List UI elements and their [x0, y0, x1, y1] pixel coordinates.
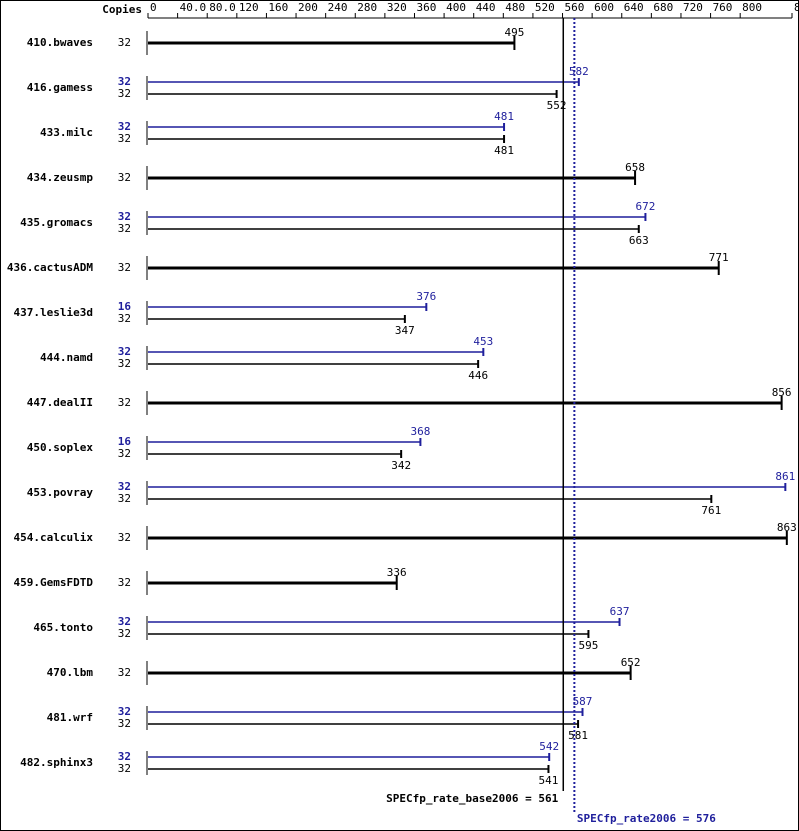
- copies-label: 32: [118, 171, 131, 184]
- value-label: 581: [568, 729, 588, 742]
- value-label: 771: [709, 251, 729, 264]
- copies-label: 32: [118, 615, 131, 628]
- category-label: 410.bwaves: [27, 36, 93, 49]
- category-label: 434.zeusmp: [27, 171, 94, 184]
- x-tick-label: 720: [683, 1, 703, 14]
- category-label: 450.soplex: [27, 441, 94, 454]
- value-label: 336: [387, 566, 407, 579]
- value-label: 637: [610, 605, 630, 618]
- x-tick-label: 440: [476, 1, 496, 14]
- value-label: 541: [539, 774, 559, 787]
- category-label: 435.gromacs: [20, 216, 93, 229]
- x-tick-label: 200: [298, 1, 318, 14]
- category-label: 433.milc: [40, 126, 93, 139]
- copies-label: 32: [118, 222, 131, 235]
- category-label: 437.leslie3d: [14, 306, 93, 319]
- category-label: 470.lbm: [47, 666, 94, 679]
- value-label: 595: [578, 639, 598, 652]
- x-tick-label: 400: [446, 1, 466, 14]
- value-label: 495: [504, 26, 524, 39]
- copies-label: 16: [118, 300, 132, 313]
- value-label: 652: [621, 656, 641, 669]
- value-label: 663: [629, 234, 649, 247]
- x-tick-label: 120: [239, 1, 259, 14]
- copies-label: 32: [118, 132, 131, 145]
- x-tick-label: 760: [713, 1, 733, 14]
- x-tick-label: 0: [150, 1, 157, 14]
- category-label: 436.cactusADM: [7, 261, 93, 274]
- copies-label: 32: [118, 531, 131, 544]
- x-tick-label: 240: [328, 1, 348, 14]
- category-label: 444.namd: [40, 351, 93, 364]
- copies-label: 32: [118, 345, 131, 358]
- copies-header: Copies: [102, 3, 142, 16]
- x-tick-label: 80.0: [209, 1, 236, 14]
- value-label: 453: [473, 335, 493, 348]
- value-label: 368: [410, 425, 430, 438]
- copies-label: 32: [118, 261, 131, 274]
- category-label: 447.dealII: [27, 396, 93, 409]
- value-label: 542: [539, 740, 559, 753]
- copies-label: 32: [118, 576, 131, 589]
- value-label: 587: [573, 695, 593, 708]
- value-label: 481: [494, 144, 514, 157]
- value-label: 672: [635, 200, 655, 213]
- x-tick-label: 360: [416, 1, 436, 14]
- value-label: 481: [494, 110, 514, 123]
- value-label: 376: [416, 290, 436, 303]
- x-tick-label: 560: [565, 1, 585, 14]
- category-label: 482.sphinx3: [20, 756, 93, 769]
- x-tick-label: 640: [624, 1, 644, 14]
- x-tick-label: 800: [742, 1, 762, 14]
- category-label: 453.povray: [27, 486, 94, 499]
- copies-label: 32: [118, 447, 131, 460]
- value-label: 658: [625, 161, 645, 174]
- value-label: 347: [395, 324, 415, 337]
- copies-label: 32: [118, 750, 131, 763]
- value-label: 582: [569, 65, 589, 78]
- x-tick-label: 280: [357, 1, 377, 14]
- value-label: 552: [547, 99, 567, 112]
- x-tick-label: 320: [387, 1, 407, 14]
- value-label: 446: [468, 369, 488, 382]
- copies-label: 32: [118, 627, 131, 640]
- value-label: 861: [775, 470, 795, 483]
- category-label: 416.gamess: [27, 81, 93, 94]
- copies-label: 32: [118, 36, 131, 49]
- copies-label: 32: [118, 75, 131, 88]
- x-tick-label: 680: [653, 1, 673, 14]
- x-tick-label: 520: [535, 1, 555, 14]
- copies-label: 32: [118, 210, 131, 223]
- copies-label: 32: [118, 762, 131, 775]
- category-label: 454.calculix: [14, 531, 94, 544]
- copies-label: 32: [118, 480, 131, 493]
- reference-label: SPECfp_rate2006 = 576: [577, 812, 716, 825]
- copies-label: 32: [118, 705, 131, 718]
- copies-label: 32: [118, 717, 131, 730]
- copies-label: 32: [118, 312, 131, 325]
- copies-label: 32: [118, 396, 131, 409]
- copies-label: 32: [118, 357, 131, 370]
- x-tick-label: 480: [505, 1, 525, 14]
- x-tick-label: 40.0: [180, 1, 207, 14]
- value-label: 863: [777, 521, 797, 534]
- category-label: 465.tonto: [33, 621, 93, 634]
- value-label: 761: [701, 504, 721, 517]
- x-tick-label: 600: [594, 1, 614, 14]
- copies-label: 16: [118, 435, 132, 448]
- category-label: 481.wrf: [47, 711, 93, 724]
- copies-label: 32: [118, 666, 131, 679]
- x-tick-label: 160: [268, 1, 288, 14]
- copies-label: 32: [118, 120, 131, 133]
- reference-label: SPECfp_rate_base2006 = 561: [386, 792, 559, 805]
- copies-label: 32: [118, 87, 131, 100]
- value-label: 342: [391, 459, 411, 472]
- value-label: 856: [772, 386, 792, 399]
- category-label: 459.GemsFDTD: [14, 576, 94, 589]
- copies-label: 32: [118, 492, 131, 505]
- x-tick-label: 870: [794, 1, 799, 14]
